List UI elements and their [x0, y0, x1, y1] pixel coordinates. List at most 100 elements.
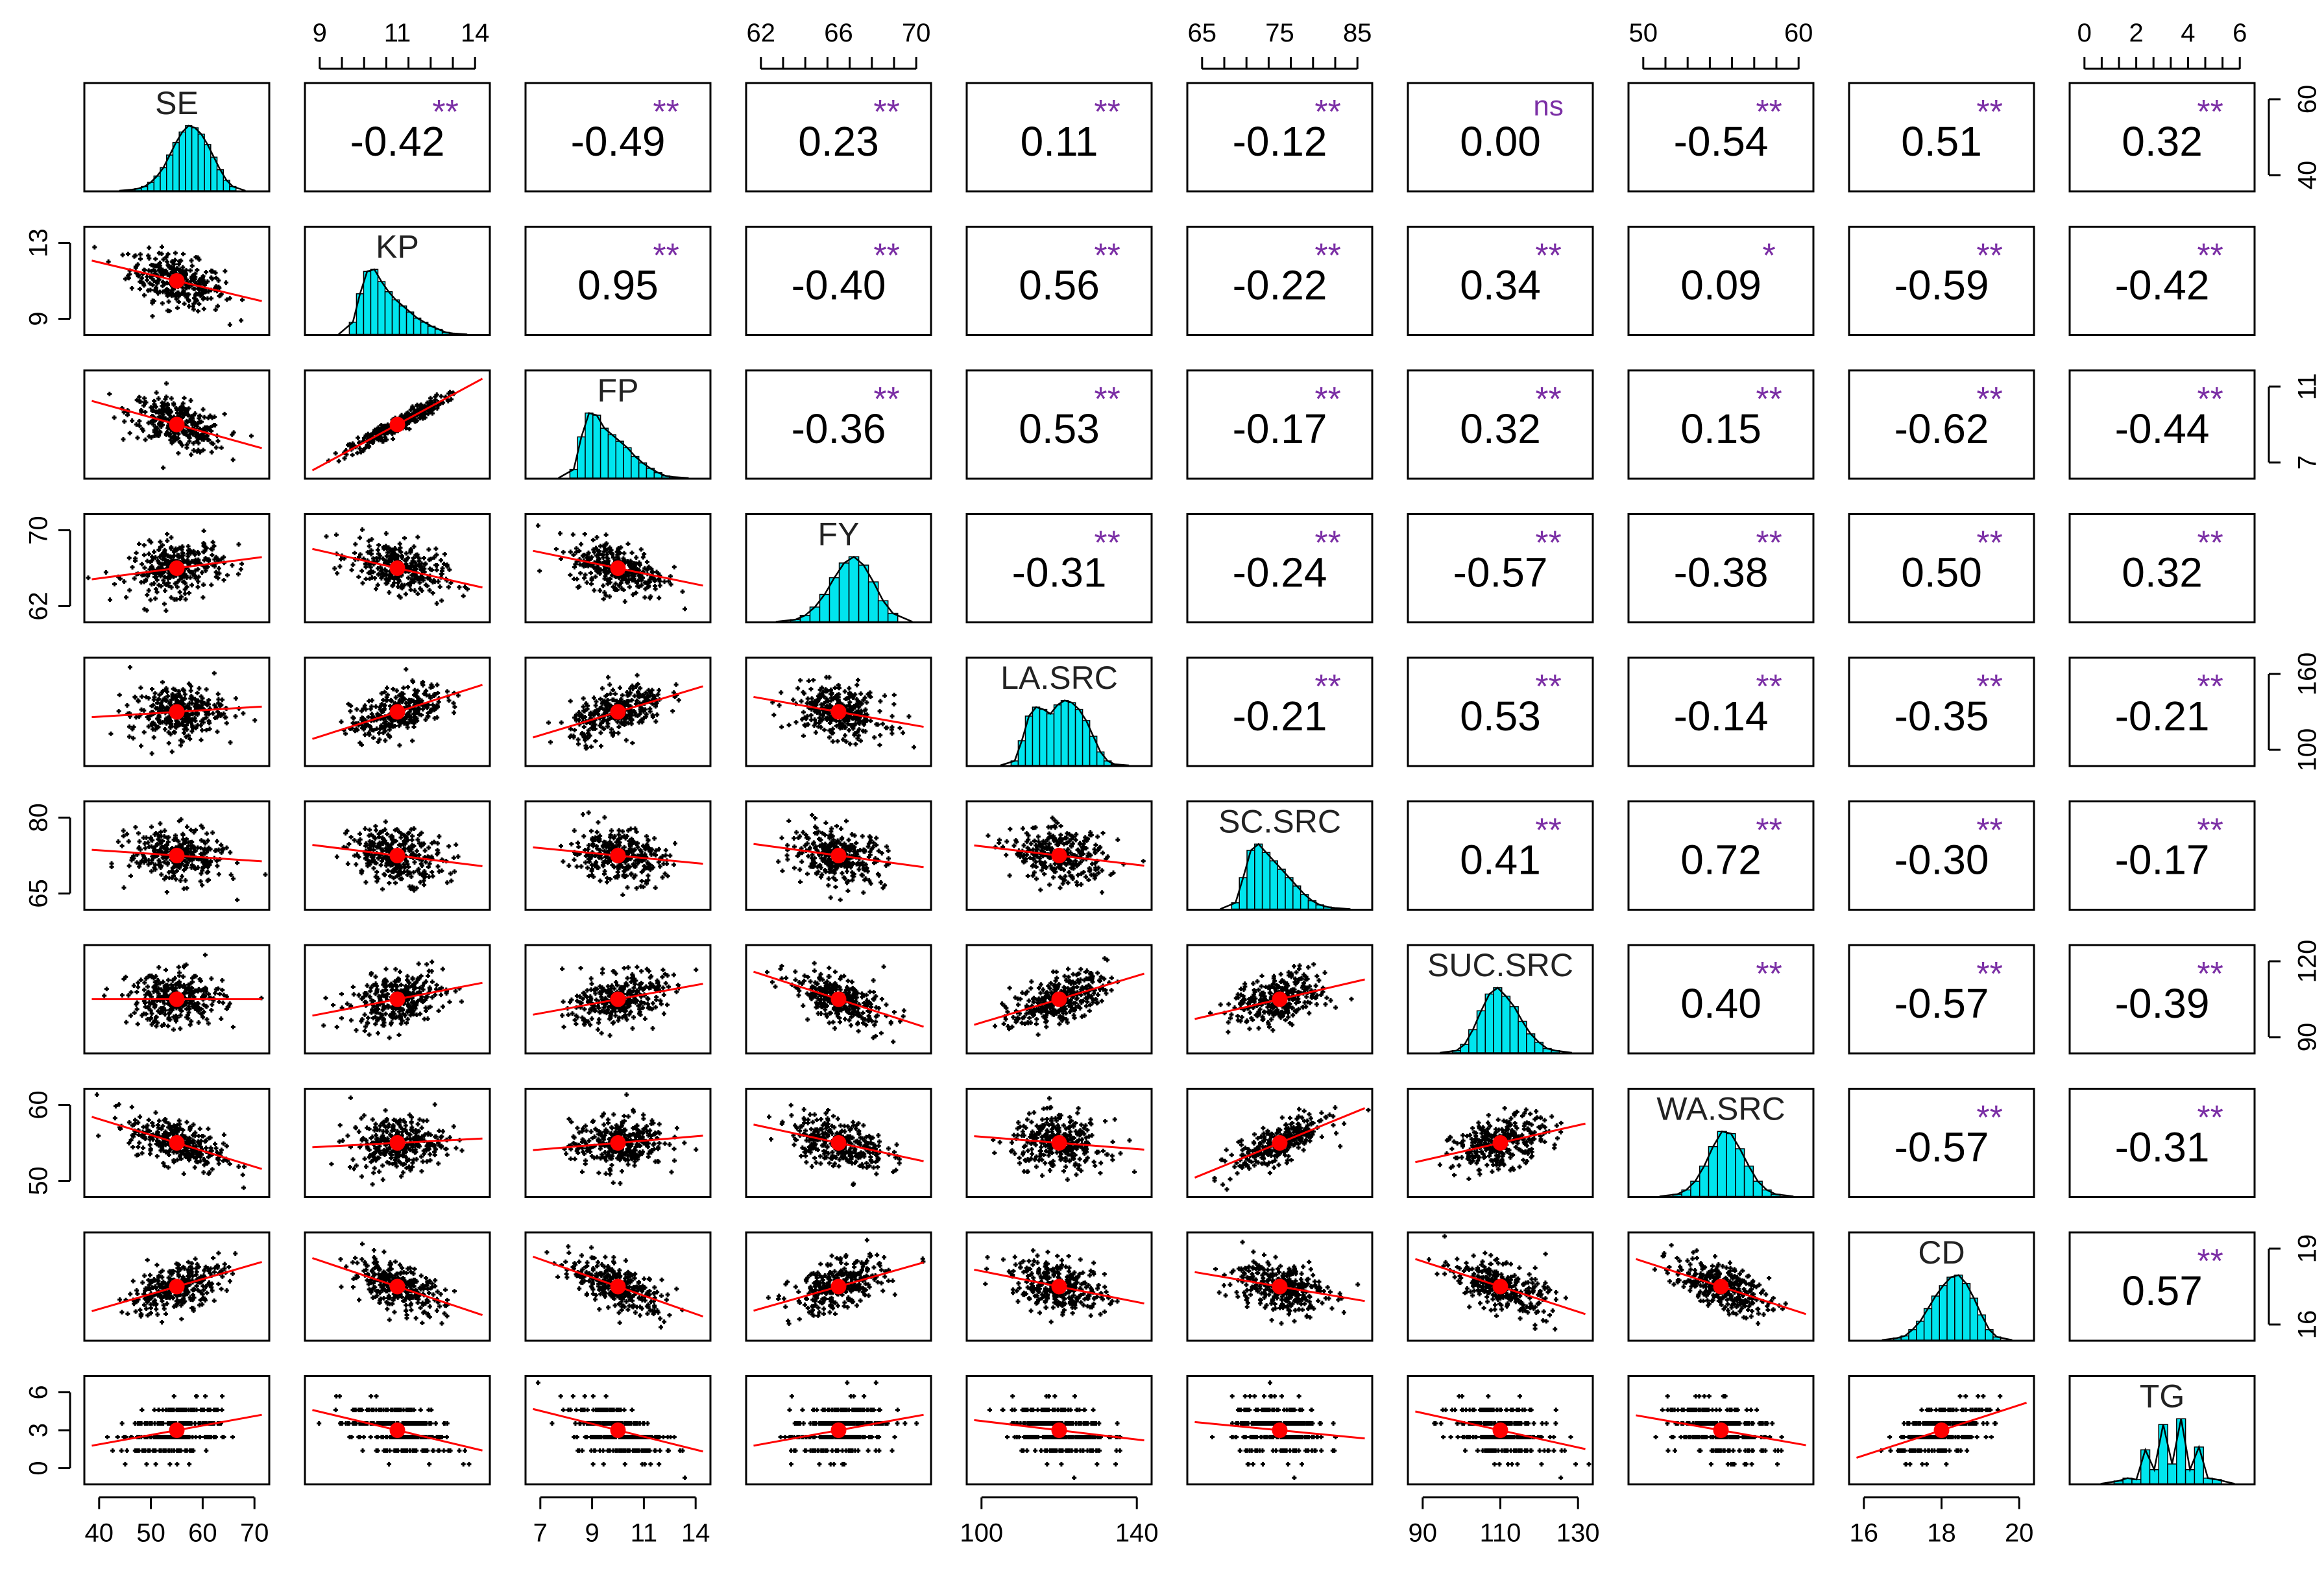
- hist-bar: [1032, 706, 1041, 766]
- tick-label: 130: [1556, 1519, 1600, 1548]
- panel-frame: [83, 800, 271, 911]
- tick-label: 80: [25, 803, 53, 832]
- panel-frame: [1627, 1088, 1815, 1198]
- panel-r7-c3: [745, 1088, 932, 1198]
- significance-mark: **: [1756, 93, 1782, 131]
- panel-r8-c7: [1627, 1231, 1815, 1342]
- panel-frame: [745, 369, 932, 480]
- variable-label: FY: [818, 516, 860, 553]
- panel-r5-c5: SC.SRC: [1186, 800, 1374, 911]
- panel-frame: [2068, 800, 2256, 911]
- panel-r3-c6: -0.57**: [1407, 513, 1594, 623]
- panels-layer: SE-0.42**-0.49**0.23**0.11**-0.12**0.00n…: [83, 82, 2256, 1485]
- tick-label: 140: [1115, 1519, 1159, 1548]
- centroid-point: [169, 991, 185, 1007]
- panel-frame: [965, 369, 1153, 480]
- tick-label: 14: [681, 1519, 710, 1548]
- panel-r4-c6: 0.53**: [1407, 656, 1594, 767]
- significance-mark: **: [1756, 812, 1782, 850]
- panel-frame: [1407, 944, 1594, 1055]
- bottom-axis-4: 100 140: [960, 1496, 1159, 1548]
- hist-bar: [577, 436, 586, 479]
- tick-label: 11: [384, 19, 411, 47]
- panel-r0-c9: 0.32**: [2068, 82, 2256, 193]
- tick-label: 100: [2294, 728, 2322, 772]
- panel-r6-c4: [965, 944, 1153, 1055]
- panel-frame: [1407, 369, 1594, 480]
- hist-bar: [413, 317, 422, 335]
- correlation-value: -0.21: [1233, 693, 1327, 739]
- hist-bar: [391, 299, 400, 335]
- scatter-points: [764, 961, 906, 1044]
- panel-r0-c1: -0.42**: [304, 82, 491, 193]
- panel-r9-c2: [524, 1375, 712, 1485]
- centroid-point: [169, 273, 185, 289]
- panel-frame: [1407, 656, 1594, 767]
- centroid-point: [389, 560, 405, 576]
- panel-r3-c0: [83, 513, 271, 623]
- panel-r9-c1: [304, 1375, 491, 1485]
- hist-bar: [1939, 1285, 1948, 1341]
- tick-label: 7: [2294, 455, 2322, 470]
- significance-mark: **: [1314, 525, 1340, 562]
- hist-bar: [858, 564, 869, 623]
- hist-bar: [1269, 860, 1278, 910]
- correlation-value: 0.32: [1460, 405, 1541, 452]
- correlation-value: -0.31: [1012, 549, 1107, 595]
- significance-mark: **: [1976, 812, 2002, 850]
- panel-r3-c8: 0.50**: [1848, 513, 2035, 623]
- top-axis-9: 0 2 4 6: [2077, 19, 2247, 70]
- tick-label: 85: [1343, 19, 1372, 47]
- hist-bar: [398, 305, 407, 335]
- correlation-value: -0.54: [1674, 118, 1769, 165]
- significance-mark: **: [1976, 237, 2002, 275]
- panel-frame: [524, 656, 712, 767]
- panel-r0-c5: -0.12**: [1186, 82, 1374, 193]
- significance-mark: **: [2197, 955, 2223, 993]
- panel-frame: [1186, 800, 1374, 911]
- density-curve: [338, 268, 468, 335]
- panel-r3-c9: 0.32**: [2068, 513, 2256, 623]
- panel-frame: [745, 226, 932, 336]
- panel-r4-c4: LA.SRC: [965, 656, 1153, 767]
- tick-label: 2: [2129, 19, 2143, 47]
- panel-frame: [304, 656, 491, 767]
- panel-frame: [745, 1375, 932, 1485]
- panel-frame: [745, 1088, 932, 1198]
- significance-mark: **: [1535, 237, 1561, 275]
- panel-r6-c3: [745, 944, 932, 1055]
- hist-bar: [1493, 987, 1503, 1053]
- significance-mark: **: [1756, 525, 1782, 562]
- panel-r7-c8: -0.57**: [1848, 1088, 2035, 1198]
- significance-mark: **: [1314, 668, 1340, 706]
- panel-frame: [1848, 513, 2035, 623]
- correlation-value: 0.34: [1460, 261, 1541, 308]
- panel-r7-c6: [1407, 1088, 1594, 1198]
- significance-mark: **: [1535, 812, 1561, 850]
- panel-r9-c4: [965, 1375, 1153, 1485]
- correlation-value: -0.24: [1233, 549, 1327, 595]
- centroid-point: [610, 560, 626, 576]
- significance-mark: **: [1756, 381, 1782, 418]
- correlation-value: -0.21: [2115, 693, 2210, 739]
- correlation-value: -0.59: [1894, 261, 1989, 308]
- panel-frame: [2068, 369, 2256, 480]
- panel-frame: [83, 513, 271, 623]
- panel-frame: [83, 82, 271, 193]
- tick-label: 0: [25, 1461, 53, 1475]
- left-axis-9: 0 3 6: [25, 1385, 71, 1476]
- centroid-point: [830, 1278, 847, 1295]
- panel-frame: [1186, 656, 1374, 767]
- centroid-point: [610, 1422, 626, 1438]
- panel-frame: [965, 1231, 1153, 1342]
- axes-layer: 9 11 14 62 66 70 65 75 85 50 60 0 2 4 640 50 60 70 7 9 11 14 1…: [25, 19, 2322, 1548]
- correlation-value: 0.15: [1680, 405, 1761, 452]
- left-axis-3: 62 70: [25, 516, 71, 621]
- panel-frame: [1186, 369, 1374, 480]
- tick-label: 65: [25, 879, 53, 908]
- top-axis-1: 9 11 14: [313, 19, 489, 70]
- correlation-value: -0.17: [1233, 405, 1327, 452]
- bottom-axis-8: 16 18 20: [1850, 1496, 2033, 1548]
- centroid-point: [1051, 1278, 1067, 1295]
- centroid-point: [1492, 1135, 1508, 1151]
